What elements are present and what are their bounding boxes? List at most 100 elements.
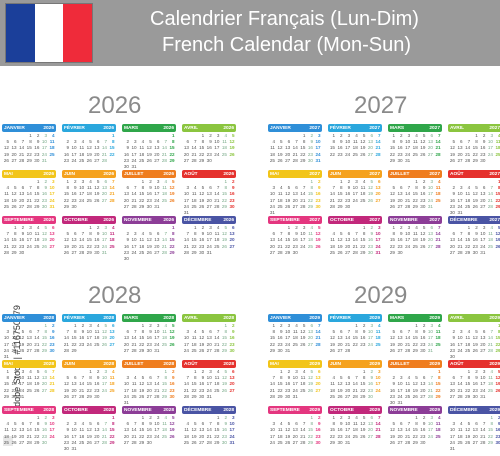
day-number: 13	[229, 231, 235, 237]
day-number: 11	[11, 335, 17, 341]
day-number: 2	[475, 225, 478, 230]
day-grid: 1 2 3 4 5 6 7 8 9 10 11 12 13 14 15 16 17 18 19 20 21 22 23 24 2…	[122, 322, 176, 364]
month-card: DÉCEMBRE 2028 1 2 3 4 5 6 7 8 9 10 11 12 13 14 15 16 17 18 1…	[182, 406, 236, 456]
day-number: 9	[475, 375, 478, 381]
day-number: 5	[224, 369, 227, 374]
day-number: 4	[272, 139, 275, 145]
day-number: 30	[221, 439, 227, 445]
day-number: 24	[206, 387, 212, 393]
day-number: 6	[482, 329, 486, 335]
month-header: DÉCEMBRE 2027	[448, 216, 500, 224]
day-number: 11	[277, 191, 283, 197]
day-number: 26	[34, 387, 40, 393]
day-number: 27	[397, 439, 403, 445]
day-number: 22	[329, 151, 335, 157]
day-number: 18	[352, 145, 358, 151]
day-number: 31	[131, 164, 137, 169]
day-number: 5	[362, 415, 366, 420]
day-number: 21	[101, 151, 107, 157]
day-number: 24	[49, 433, 55, 439]
day-number: 24	[375, 243, 381, 249]
day-grid: 1 2 3 4 5 6 7 8 9 10 11 12 13 14 15 16 17 18 19 20 21 22 23 24 2…	[388, 178, 442, 220]
day-number: 31	[206, 393, 212, 399]
month-header: SEPTEMBRE 2026	[2, 216, 56, 224]
day-number: 31	[206, 249, 212, 255]
day-number: 4	[81, 139, 85, 145]
day-number: 5	[340, 375, 343, 381]
day-number: 6	[272, 231, 275, 237]
day-number: 14	[300, 191, 306, 197]
day-number: 13	[449, 381, 455, 387]
day-number: 25	[292, 341, 298, 347]
month-card: AVRIL 2029 1 2 3 4 5 6 7 8 9 10 11 12 13 14 15 16 17 18 19 20…	[448, 314, 500, 364]
day-number: 1	[112, 415, 115, 420]
month-name: AOÛT	[450, 361, 464, 367]
day-number: 13	[427, 139, 433, 145]
day-number: 1	[310, 415, 313, 420]
day-number: 13	[367, 421, 373, 427]
day-number: 11	[27, 375, 32, 381]
day-number: 6	[209, 185, 212, 191]
day-number: 10	[49, 421, 55, 427]
day-number: 29	[161, 393, 167, 399]
day-number: 1	[467, 369, 471, 374]
day-number: 28	[292, 157, 298, 163]
month-header: FÉVRIER 2029	[328, 314, 382, 322]
day-number: 19	[3, 151, 9, 157]
month-name: DÉCEMBRE	[450, 217, 478, 223]
day-number: 31	[101, 249, 107, 255]
day-number: 8	[302, 139, 306, 145]
day-number: 30	[367, 249, 373, 255]
day-number: 18	[221, 145, 227, 151]
day-number: 16	[71, 191, 77, 197]
day-number: 28	[315, 341, 321, 347]
day-number: 27	[292, 203, 298, 209]
day-number: 1	[362, 225, 366, 230]
day-number: 15	[329, 427, 335, 433]
day-number: 26	[146, 249, 152, 255]
day-number: 27	[480, 347, 486, 353]
day-number: 13	[229, 375, 235, 381]
day-number: 28	[345, 347, 351, 353]
day-number: 21	[427, 387, 433, 393]
day-number: 2	[318, 415, 321, 420]
day-number: 14	[63, 335, 69, 341]
day-number: 17	[79, 191, 85, 197]
day-number: 8	[287, 231, 291, 237]
day-number: 3	[209, 225, 212, 230]
day-number: 13	[427, 231, 433, 237]
day-number: 8	[272, 329, 275, 335]
day-number: 5	[340, 231, 343, 237]
day-number: 5	[362, 133, 366, 138]
day-number: 27	[449, 393, 455, 399]
day-grid: 1 2 3 4 5 6 7 8 9 10 11 12 13 14 15 16 17 18 19 20 21 22 23 24 2…	[448, 132, 500, 174]
day-number: 16	[146, 427, 152, 433]
day-number: 24	[397, 393, 403, 399]
day-number: 15	[352, 335, 358, 341]
day-number: 24	[345, 151, 351, 157]
day-grid: 1 2 3 4 5 6 7 8 9 10 11 12 13 14 15 16 17 18 19 20 21 22 23 24 2…	[328, 368, 382, 410]
day-number: 15	[360, 381, 366, 387]
day-number: 19	[329, 341, 335, 347]
day-number: 19	[221, 381, 227, 387]
day-number: 14	[131, 335, 137, 341]
day-number: 22	[199, 151, 205, 157]
flag-red-stripe	[63, 4, 93, 62]
day-number: 27	[420, 393, 426, 399]
day-number: 25	[131, 393, 137, 399]
day-number: 15	[3, 381, 9, 387]
day-number: 16	[169, 381, 175, 387]
day-number: 10	[375, 231, 381, 237]
day-number: 13	[146, 381, 152, 387]
day-number: 1	[112, 133, 115, 138]
day-number: 15	[26, 145, 32, 151]
day-number: 19	[101, 335, 107, 341]
day-number: 4	[467, 185, 471, 191]
day-number: 1	[172, 225, 175, 230]
day-number: 28	[101, 157, 107, 163]
day-number: 29	[277, 393, 283, 399]
day-number: 5	[89, 139, 92, 145]
day-number: 17	[154, 427, 160, 433]
day-number: 28	[269, 393, 275, 399]
day-number: 29	[199, 157, 205, 163]
